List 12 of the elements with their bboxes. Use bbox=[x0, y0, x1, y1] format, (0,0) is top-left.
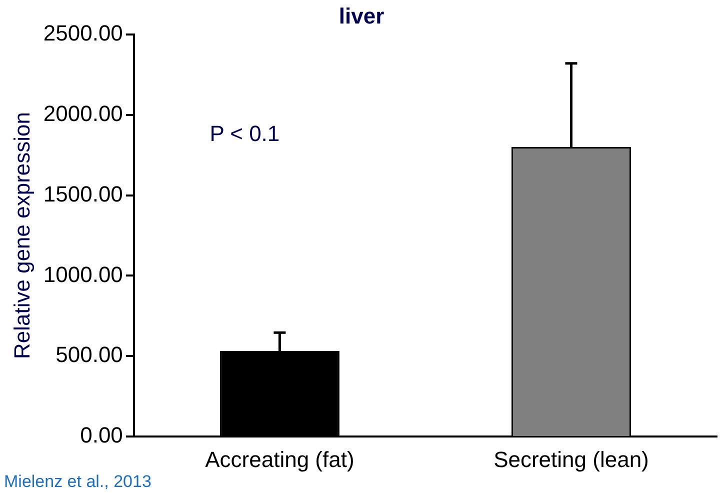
y-tick-label: 0.00 bbox=[80, 422, 123, 448]
y-tick-label: 1500.00 bbox=[43, 181, 123, 206]
annotation: P < 0.1 bbox=[210, 121, 280, 146]
text: Mielenz et al., 2013 bbox=[4, 472, 152, 492]
y-tick-label: 500.00 bbox=[56, 342, 123, 368]
chart-title: liver bbox=[338, 3, 385, 28]
y-tick-label: 2000.00 bbox=[43, 100, 123, 126]
x-tick-label: Accreating (fat) bbox=[205, 446, 354, 472]
y-tick-label: 2500.00 bbox=[43, 20, 123, 46]
y-tick-label: 1000.00 bbox=[43, 262, 123, 287]
y-axis-title: Relative gene expression bbox=[9, 112, 34, 360]
x-tick-label: Secreting (lean) bbox=[494, 446, 649, 472]
